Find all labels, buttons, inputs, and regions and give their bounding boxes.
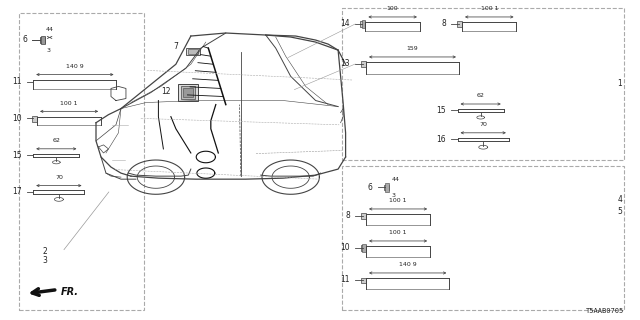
Bar [384,185,389,190]
Text: 100 1: 100 1 [389,230,407,235]
Text: 44: 44 [392,177,399,182]
Text: 3: 3 [392,193,396,198]
Text: FR.: FR. [61,287,79,297]
Text: 62: 62 [477,93,484,98]
Text: 15: 15 [436,106,446,115]
Text: 140 9: 140 9 [399,262,417,267]
Text: 14: 14 [340,20,350,28]
Text: 7: 7 [173,42,178,51]
Text: 140 9: 140 9 [66,64,84,69]
Text: 100 1: 100 1 [60,100,78,106]
Text: 3: 3 [46,48,50,53]
Text: 44: 44 [45,27,54,32]
Bar [19,13,144,310]
Text: 8: 8 [442,20,446,28]
Bar [342,8,624,160]
Text: 6: 6 [367,183,372,192]
Text: 4: 4 [617,196,622,204]
Text: 70: 70 [479,122,487,127]
Bar [40,37,45,43]
Text: 62: 62 [52,138,60,143]
Text: 100 1: 100 1 [389,198,407,203]
Text: 10: 10 [340,244,350,252]
Text: 16: 16 [436,135,446,144]
Text: 13: 13 [340,60,350,68]
Bar [361,278,366,283]
Bar [41,36,45,44]
Bar [361,61,366,67]
Text: 2: 2 [42,247,47,256]
Text: 5: 5 [617,207,622,216]
Text: 15: 15 [12,151,22,160]
Text: 159: 159 [406,46,419,51]
Bar [186,48,200,55]
Text: 1: 1 [618,79,622,88]
Text: 100 1: 100 1 [481,6,498,11]
Bar [360,21,365,27]
Text: 3: 3 [42,256,47,265]
Bar [188,49,198,54]
Text: 10: 10 [12,114,22,123]
Text: T5AAB0705: T5AAB0705 [586,308,624,314]
Bar [361,213,366,219]
Bar [342,166,624,310]
Bar [183,88,193,97]
Bar [362,244,366,252]
Text: 11: 11 [340,276,350,284]
Text: 70: 70 [55,175,63,180]
Bar [178,84,198,101]
Bar [181,86,195,99]
Text: 11: 11 [12,77,22,86]
Text: 8: 8 [346,212,350,220]
Text: 100: 100 [387,6,399,11]
Text: 17: 17 [12,188,22,196]
Bar [457,21,462,27]
Bar [362,20,365,28]
Text: 12: 12 [161,87,170,96]
Text: 6: 6 [22,36,27,44]
Bar [361,245,366,251]
Bar [32,116,37,122]
Bar [385,183,389,192]
